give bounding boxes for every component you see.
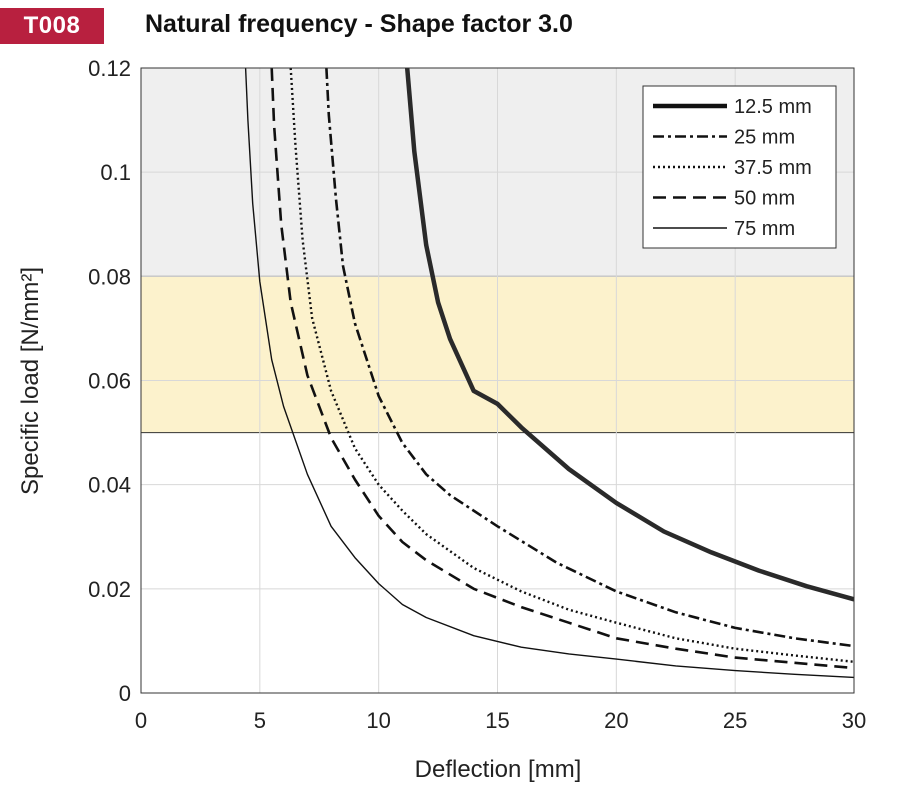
y-tick-label: 0.02	[88, 577, 131, 602]
y-tick-label: 0.08	[88, 264, 131, 289]
series-line-5	[244, 67, 855, 679]
x-axis-label: Deflection [mm]	[415, 756, 582, 783]
x-tick-label: 15	[485, 708, 509, 733]
legend-label-3: 37.5 mm	[734, 157, 812, 179]
y-tick-label: 0.06	[88, 369, 131, 394]
legend-label-2: 25 mm	[734, 127, 795, 149]
x-tick-label: 30	[842, 708, 866, 733]
y-tick-label: 0.12	[88, 56, 131, 81]
x-tick-label: 20	[604, 708, 628, 733]
y-tick-label: 0	[119, 681, 131, 706]
x-tick-label: 5	[254, 708, 266, 733]
legend-label-1: 12.5 mm	[734, 96, 812, 118]
series-line-2	[325, 67, 855, 648]
legend-box	[642, 85, 837, 249]
series-line-1	[404, 67, 855, 602]
legend-label-5: 75 mm	[734, 218, 795, 240]
series-line-3	[289, 67, 855, 663]
curves-layer	[244, 67, 855, 679]
chart-title: Natural frequency - Shape factor 3.0	[145, 10, 573, 38]
legend-label-4: 50 mm	[734, 188, 795, 210]
x-tick-label: 10	[366, 708, 390, 733]
x-tick-label: 0	[135, 708, 147, 733]
y-axis-label: Specific load [N/mm²]	[17, 267, 44, 495]
y-tick-label: 0.1	[100, 160, 131, 185]
ticks-layer: 0 5 10 15 20 25 30 0 0.02 0.04 0.06 0.08 0.1 0.12	[88, 56, 866, 733]
legend: 12.5 mm 25 mm 37.5 mm 50 mm 75 mm	[642, 85, 837, 249]
x-tick-label: 25	[723, 708, 747, 733]
chart-id-badge: T008	[0, 8, 104, 44]
series-line-4	[270, 67, 855, 670]
plot-frame	[140, 67, 855, 694]
y-tick-label: 0.04	[88, 473, 131, 498]
